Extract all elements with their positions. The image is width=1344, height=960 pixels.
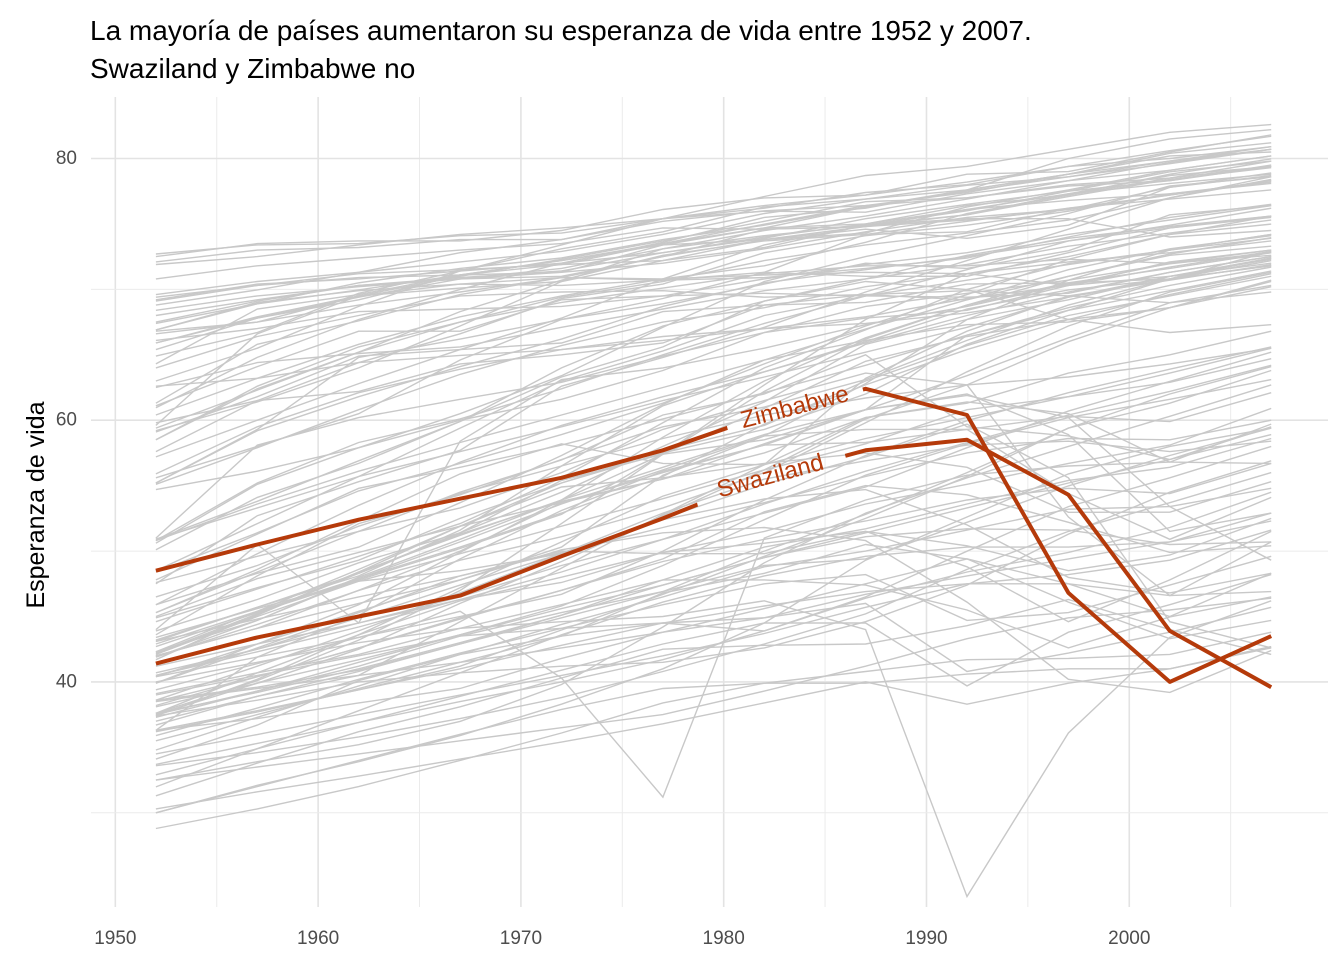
series-line-background — [155, 364, 1272, 677]
series-line-background — [155, 347, 1272, 598]
series-line-highlight — [155, 437, 1273, 689]
series-line-background — [155, 160, 1272, 332]
x-tick-label: 1970 — [500, 928, 542, 949]
series-label: Zimbabwe — [738, 380, 852, 434]
series-line-background — [155, 645, 1272, 814]
series-line-background — [155, 233, 1272, 678]
series-line-background — [155, 148, 1272, 325]
x-axis-tick-labels: 1950 1960 1970 1980 1990 2000 — [94, 928, 1150, 949]
series-line-background — [155, 215, 1272, 540]
chart-title-line-2: Swaziland y Zimbabwe no — [90, 53, 416, 84]
series-line-background — [155, 219, 1272, 389]
series-line-background — [155, 445, 1272, 737]
series-line-background — [155, 512, 1272, 760]
series-line-highlight — [155, 386, 1273, 684]
series-line-background — [155, 123, 1272, 382]
chart-title: La mayoría de países aumentaron su esper… — [90, 12, 1032, 88]
series-line-background — [155, 252, 1272, 539]
series-line-background — [155, 176, 1272, 585]
y-tick-label: 80 — [56, 148, 77, 169]
series-line-background — [155, 237, 1272, 623]
series-line-background — [155, 237, 1272, 648]
series-line-background — [155, 263, 1272, 614]
series-line-background — [155, 275, 1272, 619]
series-line-background — [155, 284, 1272, 657]
series-line-background — [155, 372, 1272, 597]
series-line-background — [155, 433, 1272, 714]
series-line-background — [155, 471, 1272, 767]
series-line-background — [155, 160, 1272, 263]
series-line-background — [155, 151, 1272, 344]
y-tick-label: 40 — [56, 671, 77, 692]
series-line-background — [155, 250, 1272, 653]
series-line-background — [155, 259, 1272, 606]
series-line-background — [155, 452, 1272, 656]
series-line-background — [155, 488, 1272, 677]
series-line-background — [155, 204, 1272, 484]
series-line-background — [155, 164, 1272, 344]
series-line-background — [155, 240, 1272, 485]
series-line-background — [155, 351, 1272, 674]
series-line-background — [155, 394, 1272, 618]
series-line-background — [155, 216, 1272, 484]
series-line-background — [155, 265, 1272, 387]
x-tick-label: 1990 — [905, 928, 947, 949]
series-line-background — [155, 204, 1272, 342]
series-line-background — [155, 262, 1272, 475]
series-line-background — [155, 526, 1272, 694]
series-line-background — [155, 573, 1272, 776]
series-line-background — [155, 358, 1272, 717]
background-series-lines — [155, 123, 1272, 899]
series-line-background — [155, 165, 1272, 317]
series-line-background — [155, 279, 1272, 716]
series-line-background — [155, 203, 1272, 331]
series-line-background — [155, 384, 1272, 781]
series-line-background — [155, 254, 1272, 441]
series-line-background — [155, 427, 1272, 726]
series-line-background — [155, 419, 1272, 643]
series-line-background — [155, 189, 1272, 479]
series-line-background — [155, 602, 1272, 703]
series-line-background — [155, 252, 1272, 684]
y-tick-label: 60 — [56, 410, 77, 431]
series-line-background — [155, 517, 1272, 667]
series-line-background — [155, 529, 1272, 755]
series-line-background — [155, 462, 1272, 707]
series-line-background — [155, 597, 1272, 781]
x-tick-label: 1950 — [94, 928, 136, 949]
series-line-background — [155, 280, 1272, 551]
series-line-background — [155, 520, 1272, 788]
series-line-background — [155, 280, 1272, 542]
series-line-background — [155, 270, 1272, 632]
series-line-background — [155, 174, 1272, 365]
series-line-background — [155, 135, 1272, 296]
x-tick-label: 2000 — [1108, 928, 1150, 949]
series-line-background — [155, 354, 1272, 614]
series-line-background — [155, 579, 1272, 695]
series-line-background — [155, 215, 1272, 714]
series-line-background — [155, 631, 1272, 830]
series-line-background — [155, 330, 1272, 654]
series-line-background — [155, 155, 1272, 255]
series-line-background — [155, 378, 1272, 718]
x-tick-label: 1980 — [703, 928, 745, 949]
series-line-background — [155, 600, 1272, 899]
series-line-background — [155, 178, 1272, 441]
series-line-background — [155, 487, 1272, 751]
series-line-background — [155, 146, 1272, 266]
series-line-background — [155, 266, 1272, 581]
series-line-background — [155, 598, 1272, 797]
chart-title-line-1: La mayoría de países aumentaron su esper… — [90, 15, 1032, 46]
x-tick-label: 1960 — [297, 928, 339, 949]
y-axis-tick-labels: 40 60 80 — [56, 148, 77, 692]
series-line-background — [155, 129, 1272, 409]
y-axis-title: Esperanza de vida — [22, 401, 50, 608]
series-line-background — [155, 289, 1272, 433]
series-line-background — [155, 235, 1272, 606]
series-line-background — [155, 158, 1272, 416]
series-line-background — [155, 134, 1272, 258]
